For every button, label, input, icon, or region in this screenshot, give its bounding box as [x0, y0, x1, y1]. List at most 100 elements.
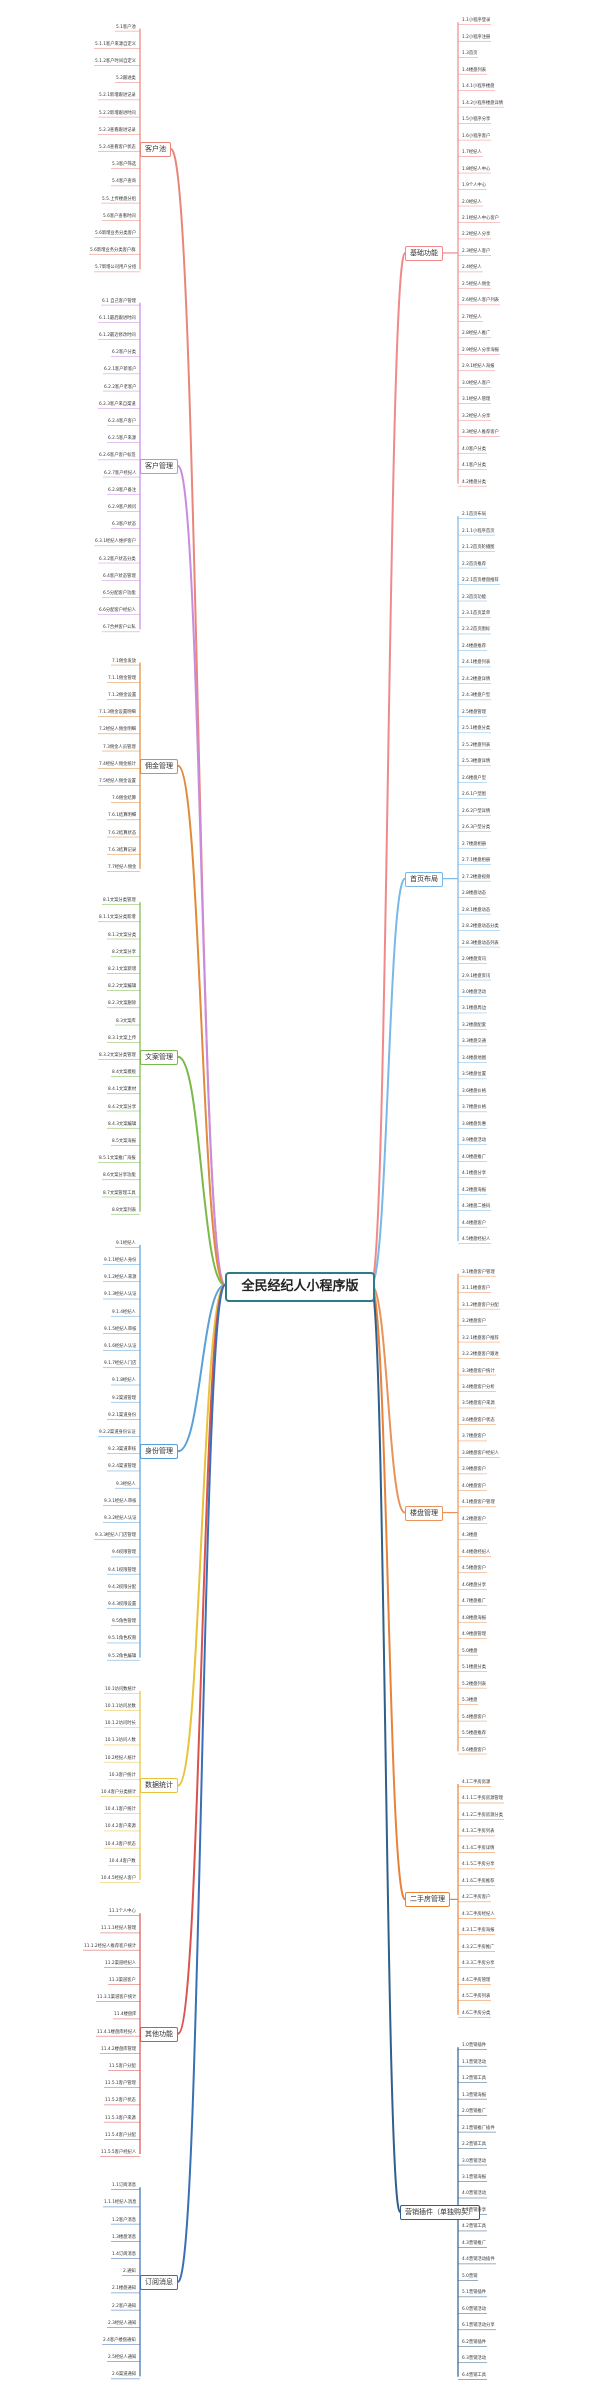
- leaf-item[interactable]: 2.1.2首页轮播图: [462, 545, 495, 551]
- leaf-item[interactable]: 2.5经纪人通知: [108, 2355, 137, 2361]
- leaf-item[interactable]: 6.1.2最近修改时间: [99, 332, 136, 338]
- leaf-item[interactable]: 9.4.3权限设置: [108, 1602, 137, 1608]
- leaf-item[interactable]: 2.4.2楼盘详情: [462, 676, 491, 682]
- leaf-item[interactable]: 2.6渠道通知: [112, 2372, 137, 2378]
- leaf-item[interactable]: 5.1楼盘分类: [462, 1665, 487, 1671]
- leaf-item[interactable]: 8.4.3文案编辑: [108, 1121, 137, 1127]
- leaf-item[interactable]: 3.1.2楼盘客户分配: [462, 1302, 499, 1308]
- leaf-item[interactable]: 6.2.9客户顾问: [108, 504, 137, 510]
- leaf-item[interactable]: 6.2营销插件: [462, 2339, 487, 2345]
- leaf-item[interactable]: 4.0营销活动: [462, 2191, 487, 2197]
- leaf-item[interactable]: 10.1.3访问人数: [105, 1738, 136, 1744]
- leaf-item[interactable]: 6.1营销活动分享: [462, 2323, 495, 2329]
- leaf-item[interactable]: 9.1.7经纪人门店: [104, 1361, 137, 1367]
- leaf-item[interactable]: 9.4.2权限分配: [108, 1584, 137, 1590]
- leaf-item[interactable]: 4.2二手房客户: [462, 1895, 491, 1901]
- leaf-item[interactable]: 4.3楼盘: [462, 1533, 478, 1539]
- leaf-item[interactable]: 10.4.3客户状态: [105, 1841, 136, 1847]
- leaf-item[interactable]: 8.2.2文案编辑: [108, 984, 137, 990]
- leaf-item[interactable]: 2.9.1经纪人海报: [462, 364, 495, 370]
- leaf-item[interactable]: 2.5.2楼盘列表: [462, 742, 491, 748]
- leaf-item[interactable]: 2.2客户通知: [112, 2303, 137, 2309]
- leaf-item[interactable]: 1.2营销工具: [462, 2076, 487, 2082]
- leaf-item[interactable]: 11.4.1楼盘库经纪人: [97, 2029, 137, 2035]
- leaf-item[interactable]: 6.2.2客户老客户: [104, 384, 137, 390]
- leaf-item[interactable]: 5.2跟进类: [116, 76, 136, 82]
- leaf-item[interactable]: 10.4.5经纪人客户: [101, 1876, 137, 1882]
- leaf-item[interactable]: 4.1.2二手房房源分类: [462, 1812, 504, 1818]
- leaf-item[interactable]: 3.0营销活动: [462, 2158, 487, 2164]
- leaf-item[interactable]: 4.2楼盘分类: [462, 479, 487, 485]
- leaf-item[interactable]: 11.5客户分配: [109, 2064, 136, 2070]
- leaf-item[interactable]: 7.7经纪人佣金: [108, 864, 137, 870]
- branch-node-left-3[interactable]: 文案管理: [140, 1049, 178, 1065]
- leaf-item[interactable]: 4.7楼盘推广: [462, 1599, 487, 1605]
- leaf-item[interactable]: 9.3经纪人: [116, 1481, 136, 1487]
- leaf-item[interactable]: 8.2.1文案新增: [108, 966, 137, 972]
- leaf-item[interactable]: 4.1楼盘分享: [462, 1171, 487, 1177]
- leaf-item[interactable]: 2.4.1楼盘列表: [462, 660, 491, 666]
- leaf-item[interactable]: 9.2.3渠道审核: [108, 1447, 137, 1453]
- leaf-item[interactable]: 4.1客户分类: [462, 463, 487, 469]
- leaf-item[interactable]: 9.1经纪人: [116, 1240, 136, 1246]
- leaf-item[interactable]: 9.1.5经纪人审核: [104, 1326, 137, 1332]
- leaf-item[interactable]: 8.7文案管理工具: [103, 1190, 136, 1196]
- leaf-item[interactable]: 2.3首页功能: [462, 594, 487, 600]
- leaf-item[interactable]: 3.3楼盘交通: [462, 1039, 487, 1045]
- leaf-item[interactable]: 2.7.1楼盘相册: [462, 858, 491, 864]
- leaf-item[interactable]: 2.9经纪人分享海报: [462, 347, 499, 353]
- leaf-item[interactable]: 3.1营销海报: [462, 2175, 487, 2181]
- leaf-item[interactable]: 3.2经纪人分享: [462, 413, 491, 419]
- leaf-item[interactable]: 3.2楼盘配套: [462, 1022, 487, 1028]
- leaf-item[interactable]: 1.4楼盘列表: [462, 67, 487, 73]
- leaf-item[interactable]: 3.2.2楼盘客户跟进: [462, 1352, 499, 1358]
- leaf-item[interactable]: 11.5.5客户经纪人: [101, 2150, 137, 2156]
- leaf-item[interactable]: 2.1经纪人中心客户: [462, 215, 499, 221]
- leaf-item[interactable]: 2.6楼盘户型: [462, 775, 487, 781]
- leaf-item[interactable]: 10.2经纪人统计: [105, 1755, 137, 1761]
- leaf-item[interactable]: 2.2经纪人分享: [462, 232, 491, 238]
- leaf-item[interactable]: 5.2.3查看跟进记录: [99, 127, 136, 133]
- leaf-item[interactable]: 2.8.2楼盘动态分类: [462, 924, 499, 930]
- leaf-item[interactable]: 3.5楼盘客户来源: [462, 1401, 495, 1407]
- leaf-item[interactable]: 10.1.1访问总数: [105, 1704, 136, 1710]
- leaf-item[interactable]: 9.3.1经纪人审核: [104, 1498, 137, 1504]
- leaf-item[interactable]: 2.6.3户型分类: [462, 825, 491, 831]
- leaf-item[interactable]: 10.1访问数统计: [105, 1686, 137, 1692]
- leaf-item[interactable]: 11.1.2经纪人推荐客户统计: [84, 1943, 137, 1949]
- leaf-item[interactable]: 5.5.上传楼盘分组: [102, 196, 136, 202]
- leaf-item[interactable]: 2.1营销推广插件: [462, 2125, 495, 2131]
- leaf-item[interactable]: 5.0营销: [462, 2273, 478, 2279]
- leaf-item[interactable]: 1.3营销海报: [462, 2092, 487, 2098]
- leaf-item[interactable]: 8.6文案分享功能: [103, 1173, 136, 1179]
- leaf-item[interactable]: 9.1.1经纪人身份: [104, 1258, 137, 1264]
- leaf-item[interactable]: 1.4订阅消息: [112, 2252, 137, 2257]
- leaf-item[interactable]: 4.4营销活动插件: [462, 2257, 495, 2263]
- leaf-item[interactable]: 9.4.1权限管理: [108, 1567, 137, 1573]
- leaf-item[interactable]: 4.1.4二手房详情: [462, 1845, 495, 1851]
- leaf-item[interactable]: 2.通知: [123, 2269, 136, 2275]
- leaf-item[interactable]: 4.5楼盘客户: [462, 1566, 487, 1572]
- leaf-item[interactable]: 4.6二手房分类: [462, 2010, 491, 2016]
- leaf-item[interactable]: 8.4.1文案素材: [108, 1087, 137, 1093]
- leaf-item[interactable]: 9.1.6经纪人认证: [104, 1344, 137, 1350]
- leaf-item[interactable]: 6.1 自己客户管理: [102, 298, 136, 304]
- leaf-item[interactable]: 5.5楼盘推荐: [462, 1731, 487, 1737]
- leaf-item[interactable]: 3.1.1楼盘客户: [462, 1286, 491, 1292]
- leaf-item[interactable]: 8.8文案列表: [112, 1207, 137, 1213]
- leaf-item[interactable]: 2.7.2楼盘视频: [462, 874, 491, 880]
- leaf-item[interactable]: 6.2.1客户新客户: [104, 367, 137, 373]
- leaf-item[interactable]: 1.0营销插件: [462, 2043, 487, 2049]
- leaf-item[interactable]: 10.4.2客户来源: [105, 1824, 136, 1830]
- leaf-item[interactable]: 5.0楼盘: [462, 1648, 478, 1654]
- leaf-item[interactable]: 6.2.6客户客户标签: [99, 453, 136, 459]
- branch-node-right-2[interactable]: 楼盘管理: [405, 1505, 443, 1521]
- leaf-item[interactable]: 7.1.1佣金管理: [108, 675, 137, 681]
- leaf-item[interactable]: 2.6.2户型详情: [462, 808, 491, 814]
- leaf-item[interactable]: 4.3.3二手房分享: [462, 1961, 495, 1967]
- leaf-item[interactable]: 3.2.1楼盘客户推荐: [462, 1335, 499, 1341]
- leaf-item[interactable]: 1.1小程序登录: [462, 18, 491, 24]
- leaf-item[interactable]: 2.8.3楼盘动态列表: [462, 940, 499, 946]
- leaf-item[interactable]: 2.3经纪人通知: [108, 2320, 137, 2326]
- leaf-item[interactable]: 2.2营销工具: [462, 2142, 487, 2148]
